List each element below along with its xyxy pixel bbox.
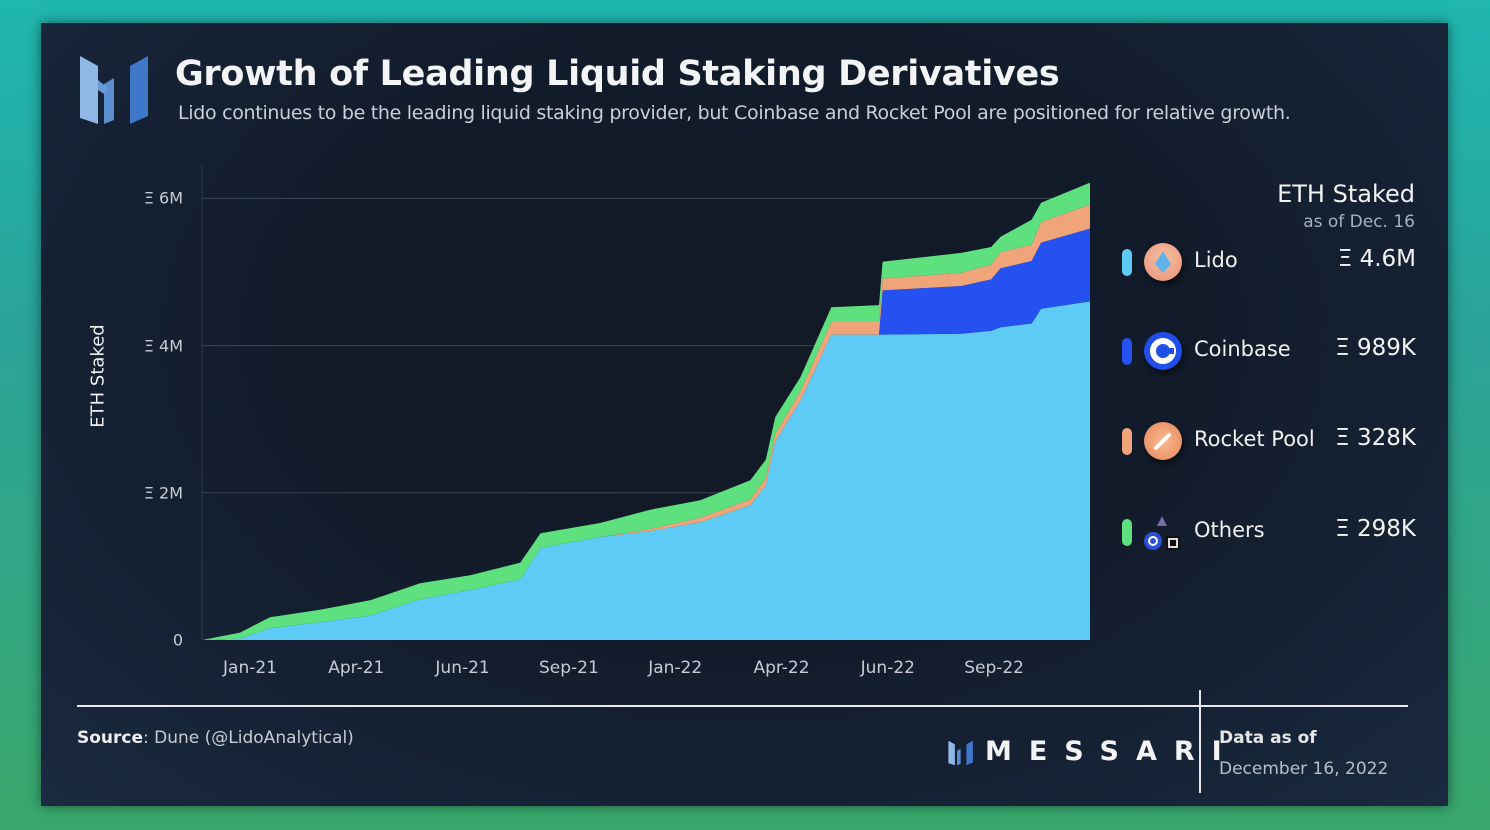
footer-vertical-divider [1199, 690, 1201, 793]
area-lido [202, 301, 1090, 640]
x-tick-label: Jun-21 [435, 658, 490, 678]
footer-divider [77, 705, 1408, 707]
legend-value: Ξ 989K [1335, 335, 1416, 361]
messari-wordmark: MESSARI [985, 736, 1239, 767]
data-as-of-label: Data as of [1219, 728, 1317, 748]
chart-panel [41, 23, 1448, 806]
legend-subtitle: as of Dec. 16 [1303, 212, 1415, 232]
x-tick-label: Apr-21 [328, 658, 385, 678]
legend-value: Ξ 328K [1335, 425, 1416, 451]
legend-item-rocket-pool: Rocket Pool Ξ 328K [1120, 421, 1416, 461]
x-tick-label: Sep-22 [964, 658, 1024, 678]
chart-title: Growth of Leading Liquid Staking Derivat… [175, 54, 1060, 94]
y-tick-label: Ξ 4M [143, 336, 183, 356]
y-tick-label: Ξ 2M [143, 483, 183, 503]
source-label: Source [77, 728, 144, 748]
chart-subtitle: Lido continues to be the leading liquid … [178, 102, 1291, 124]
messari-logo-icon [80, 56, 148, 124]
legend-label: Coinbase [1194, 337, 1291, 361]
legend-label: Others [1194, 518, 1265, 542]
y-tick-label: Ξ 6M [143, 188, 183, 208]
y-tick-label: 0 [172, 630, 183, 650]
source-text: : Dune (@LidoAnalytical) [143, 728, 354, 748]
x-tick-label: Jan-21 [223, 658, 277, 678]
data-as-of-date: December 16, 2022 [1219, 759, 1389, 779]
legend-swatch [1122, 428, 1132, 455]
legend-label: Rocket Pool [1194, 427, 1315, 451]
legend-item-lido: Lido Ξ 4.6M [1120, 242, 1416, 282]
rocket-pool-logo-icon [1144, 422, 1182, 460]
legend-title: ETH Staked [1277, 180, 1415, 208]
legend-value: Ξ 298K [1335, 516, 1416, 542]
legend-swatch [1122, 338, 1132, 365]
coinbase-logo-icon [1144, 332, 1182, 370]
messari-footer-logo-icon [948, 740, 973, 766]
legend-swatch [1122, 249, 1132, 276]
lido-logo-icon [1144, 243, 1182, 281]
legend-label: Lido [1194, 248, 1238, 272]
legend-value: Ξ 4.6M [1337, 246, 1416, 272]
x-tick-label: Jun-22 [860, 658, 915, 678]
others-logos-icon [1144, 516, 1180, 550]
source-note: Source: Dune (@LidoAnalytical) [77, 728, 354, 748]
legend-item-others: Others Ξ 298K [1120, 512, 1416, 552]
x-tick-label: Jan-22 [648, 658, 703, 678]
x-tick-label: Apr-22 [753, 658, 810, 678]
legend-swatch [1122, 519, 1132, 546]
area-coinbase [202, 228, 1090, 640]
legend-item-coinbase: Coinbase Ξ 989K [1120, 331, 1416, 371]
x-tick-label: Sep-21 [538, 658, 599, 678]
